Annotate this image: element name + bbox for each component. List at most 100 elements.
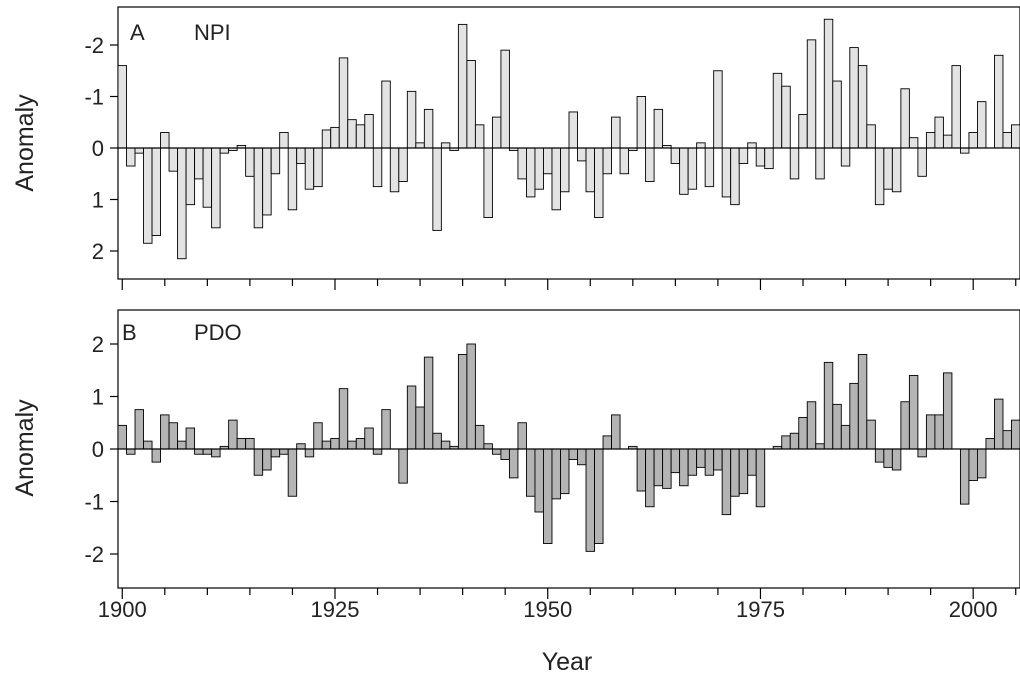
panel-b-bar-1920 [287,448,298,497]
panel-b-bar-1981 [806,401,817,450]
panel-b-bar-1984 [832,403,842,450]
panel-b-bar-1954 [577,448,587,466]
panel-a-bar-2005 [1011,124,1020,149]
x-tick-label: 1925 [311,597,360,622]
panel-a-bar-1941 [466,60,476,149]
panel-b-bar-1909 [194,448,204,455]
panel-b-bar-1929 [364,427,374,450]
panel-b-bar-1979 [789,432,800,450]
panel-a-bar-1957 [602,147,612,175]
panel-a-bar-1909 [194,147,204,180]
panel-a-bar-1904 [151,147,161,237]
panel-b-y-tick-label: 2 [92,332,104,357]
panel-a-bar-1969 [704,147,715,188]
panel-b-bar-1991 [891,448,902,471]
panel-b-bar-1978 [781,435,791,450]
panel-a-bar-1955 [585,147,595,193]
panel-b-bar-1967 [687,448,698,476]
panel-a-bar-1980 [798,114,808,149]
panel-b-bar-1953 [568,448,578,460]
panel-b-bar-1944 [491,448,502,455]
panel-b-bar-1966 [679,448,689,487]
panel-b-bar-1904 [151,448,161,463]
panel-b-bar-1902 [134,409,144,450]
panel-b-bar-1908 [185,427,196,450]
panel-b-bar-1961 [636,448,647,492]
panel-b-bar-1921 [296,443,306,450]
panel-b-bar-1949 [534,448,544,513]
panel-a-bar-1981 [806,39,817,149]
panel-a-bar-1923 [313,147,323,188]
panel-b-bar-1973 [738,448,749,495]
panel-a-bar-1990 [883,147,893,190]
panel-a-bar-1943 [483,147,493,218]
panel-a-bar-1930 [372,147,383,188]
panel-b-bar-1983 [823,361,834,450]
panel-b-y-tick-label: 1 [92,385,104,410]
panel-a-bar-1962 [645,147,655,182]
panel-b-bar-2000 [968,448,978,481]
x-tick-label: 1975 [736,597,785,622]
panel-a-bar-1948 [526,147,536,198]
panel-a-bar-1979 [789,147,800,180]
panel-b-bar-1950 [543,448,553,544]
panel-a-bar-1987 [857,65,868,149]
panel-b-bar-1947 [517,422,527,450]
panel-a-bar-1910 [202,147,213,208]
panel-a-bar-1903 [143,147,153,244]
panel-a-bar-1925 [330,126,340,149]
panel-a-x-ticks [121,279,1017,290]
panel-a-bars [118,18,1020,260]
panel-a-bar-1966 [679,147,689,195]
panel-a-bar-1986 [849,47,859,149]
panel-b-bar-1907 [177,440,187,450]
panel-a-bar-1916 [253,147,264,229]
panel-b-bar-1927 [347,440,357,450]
panel-b-bar-1910 [202,448,213,455]
panel-b-bar-1988 [866,419,876,450]
panel-b-bar-1968 [696,448,706,468]
panel-a-bar-1931 [381,80,391,149]
panel-a-bar-1958 [611,116,621,149]
panel-a-bar-1912 [219,147,230,154]
panel-a-bar-1919 [279,132,289,149]
panel-b-bar-1962 [645,448,655,508]
panel-b-bar-1994 [917,448,927,458]
panel-a-bar-1956 [594,147,604,218]
panel-a-bar-1927 [347,119,357,149]
panel-b-bar-1937 [432,432,442,450]
panel-b-title: PDO [194,320,242,345]
panel-b-bar-1933 [398,448,408,484]
panel-b-bar-1969 [704,448,715,476]
panel-a-bar-1926 [338,57,349,149]
panel-a-bar-1988 [866,124,876,149]
panel-b-bar-1917 [262,448,272,471]
panel-a-bar-1932 [389,147,400,193]
panel-b-bar-2002 [985,438,995,450]
panel-a-bar-1996 [934,116,944,149]
panel-a-bar-1968 [696,142,706,149]
panel-a-bar-1924 [321,129,332,149]
panel-a-bar-1915 [245,147,255,177]
panel-a-bar-1983 [823,18,834,149]
x-axis-title: Year [542,648,593,676]
panel-a: -2 -1 0 1 2 A NPI Anomaly [11,6,1020,290]
panel-b-bar-1956 [594,448,604,544]
panel-b-bar-1936 [423,356,434,450]
panel-a-bar-1911 [211,147,221,229]
panel-a-bar-1995 [925,132,936,149]
panel-a-bar-1933 [398,147,408,182]
panel-b-bar-1940 [457,354,468,450]
panel-a-bar-1921 [296,147,306,164]
panel-a-bar-1961 [636,96,647,149]
panel-a-bar-2003 [994,54,1004,149]
panel-b-bar-1906 [168,422,179,450]
panel-a-ylabel: Anomaly [11,94,39,192]
panel-b-bar-1948 [526,448,536,497]
panel-b-bar-1957 [602,435,612,450]
panel-a-bar-1929 [364,114,374,149]
panel-a-bar-1908 [185,147,196,206]
panel-a-bar-1949 [534,147,544,190]
panel-a-bar-2001 [977,101,987,149]
panel-a-bar-1937 [432,147,442,231]
